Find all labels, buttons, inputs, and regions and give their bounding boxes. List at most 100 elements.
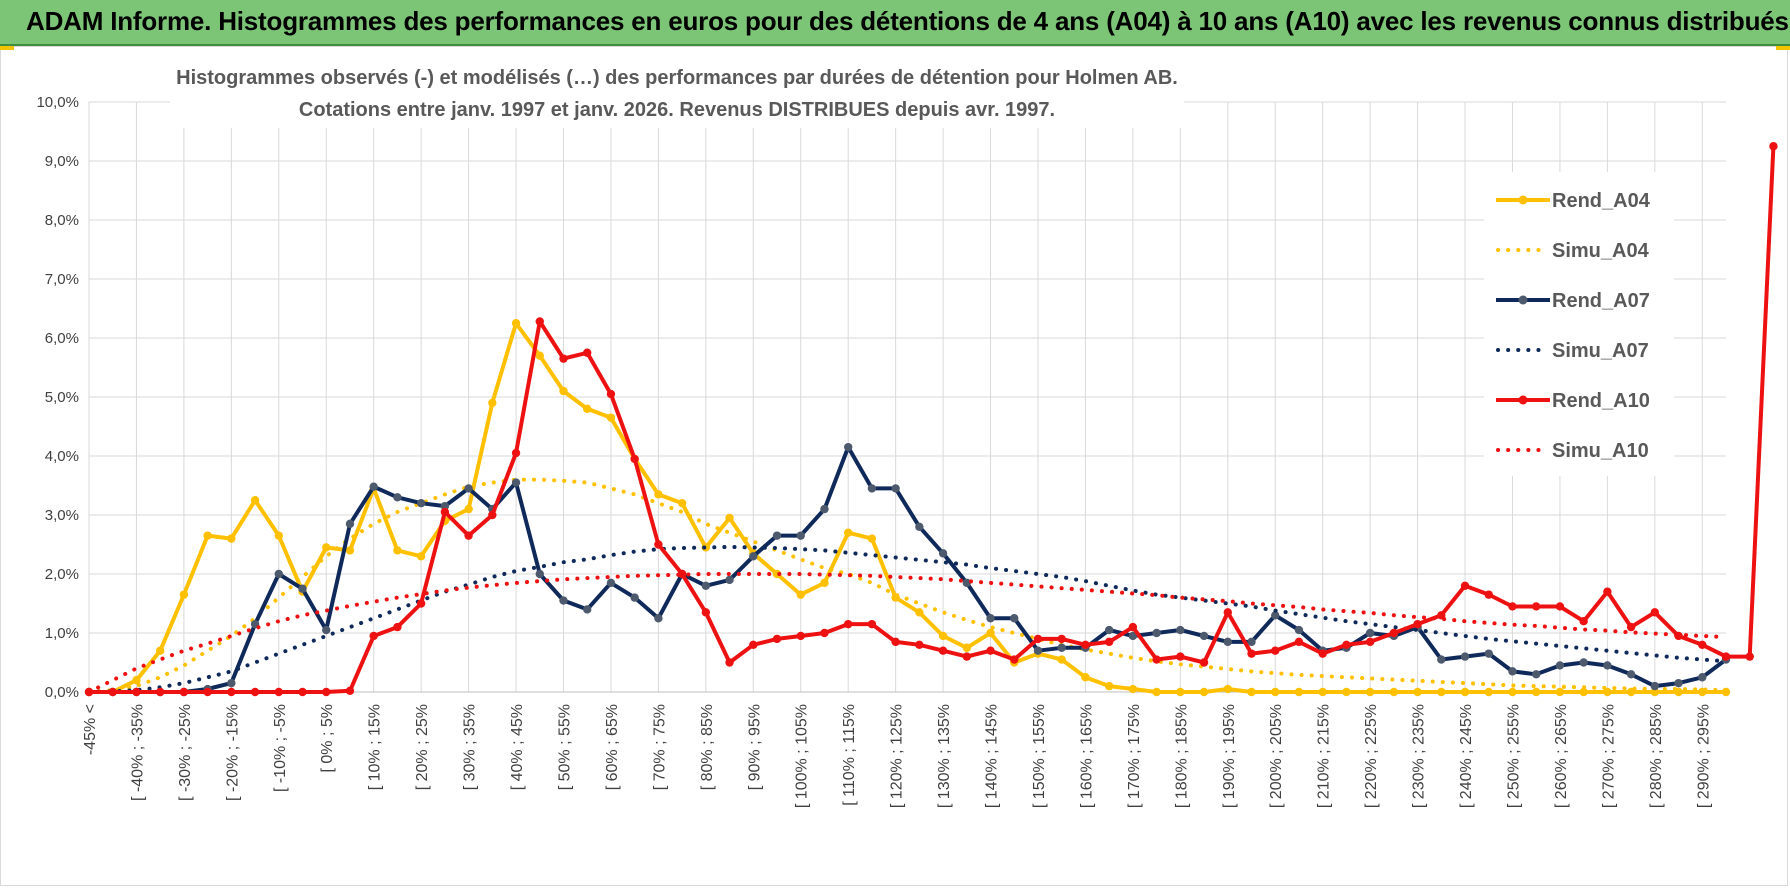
rend-a07-point [1579, 658, 1588, 667]
rend-a04-point [132, 676, 141, 685]
x-tick-label: [ 80% ; 85% [699, 704, 716, 790]
rend-a10-point [393, 622, 402, 632]
rend-a07-point [511, 478, 521, 487]
rend-a10-point [203, 687, 212, 697]
rend-a04-point [1484, 687, 1493, 697]
y-tick-label: 0,0% [45, 684, 79, 701]
x-tick-label: [ 190% ; 195% [1221, 704, 1238, 808]
x-tick-label: [ 250% ; 255% [1505, 704, 1522, 808]
rend-a04-point [1365, 687, 1375, 697]
rend-a07-point [1033, 646, 1043, 655]
chart-frame [0, 46, 1788, 886]
x-tick-label: [ 180% ; 185% [1173, 704, 1190, 808]
x-tick-label: [ 150% ; 155% [1031, 704, 1048, 808]
rend-a10-point [1199, 658, 1209, 667]
x-tick-label: [ 230% ; 235% [1411, 704, 1428, 808]
rend-a07-point [630, 593, 639, 602]
rend-a04-point [915, 608, 924, 617]
legend-marker-rend-a10 [1518, 395, 1528, 405]
rend-a04-line [89, 321, 1726, 694]
rend-a10-point [322, 687, 331, 697]
rend-a07-point [274, 569, 283, 579]
x-tick-label: [ 10% ; 15% [367, 704, 384, 790]
rend-a07-point [1650, 681, 1660, 691]
x-tick-label: [ 20% ; 25% [414, 704, 431, 790]
x-tick-label: [ 70% ; 75% [651, 704, 668, 790]
rend-a07-point [843, 442, 853, 452]
rend-a04-point [1128, 684, 1138, 694]
rend-a10-point [749, 640, 758, 649]
rend-a10-point [1057, 634, 1066, 644]
rend-a07-point [1223, 637, 1232, 647]
rend-a10-point [986, 646, 995, 655]
rend-a07-point [1057, 643, 1066, 652]
rend-a04-point [1176, 687, 1185, 697]
rend-a04-point [559, 386, 568, 396]
banner: ADAM Informe. Histogrammes des performan… [0, 0, 1790, 46]
rend-a04-point [1057, 655, 1066, 664]
corner-mark-right [1776, 46, 1790, 50]
rend-a04-point [488, 398, 497, 408]
rend-a10-point [867, 619, 877, 629]
rend-a10-point [1223, 608, 1232, 617]
rend-a10-line [89, 146, 1776, 694]
rend-a04-point [606, 413, 616, 422]
rend-a04-point [820, 578, 829, 588]
y-tick-label: 4,0% [45, 448, 79, 465]
rend-a07-point [915, 522, 924, 531]
legend-label-simu-a10: Simu_A10 [1552, 440, 1649, 462]
rend-a04-point [772, 569, 782, 579]
rend-a04-point [1650, 687, 1660, 697]
legend-marker-rend-a07 [1518, 295, 1528, 305]
rend-a07-point [938, 549, 948, 558]
rend-a04-point [1199, 687, 1209, 697]
rend-a10-point [1698, 640, 1707, 649]
rend-a07-point [1152, 628, 1161, 638]
rend-a07-line [89, 445, 1728, 694]
x-tick-label: [ 280% ; 285% [1648, 704, 1665, 808]
rend-a10-point [1650, 608, 1660, 617]
rend-a04-point [1342, 687, 1351, 697]
rend-a04-point [1104, 681, 1114, 691]
rend-a10-point [1555, 602, 1565, 611]
rend-a04-point [250, 496, 260, 505]
rend-a04-point [155, 646, 165, 655]
rend-a04-point [393, 546, 402, 555]
chart-title-bg [170, 66, 1184, 128]
legend-label-simu-a07: Simu_A07 [1552, 340, 1649, 362]
rend-a07-point [322, 625, 331, 635]
rend-a04-point [1460, 687, 1470, 697]
y-tick-label: 7,0% [45, 271, 79, 288]
rend-a07-point [1674, 678, 1683, 688]
rend-a10-point [274, 687, 283, 697]
x-tick-label: [ 0% ; 5% [319, 704, 336, 772]
rend-a04-point [1223, 684, 1232, 694]
chart-title-line: Histogrammes observés (-) et modélisés (… [176, 67, 1178, 89]
legend-label-rend-a10: Rend_A10 [1552, 390, 1650, 412]
rend-a10-point [915, 640, 924, 649]
rend-a04-point [1081, 673, 1090, 682]
rend-a10-point [179, 687, 189, 697]
x-tick-label: [ 120% ; 125% [889, 704, 906, 808]
rend-a07-point [1460, 652, 1470, 661]
rend-a10-point [677, 569, 687, 579]
rend-a07-point [583, 605, 592, 614]
x-tick-label: [ 160% ; 165% [1078, 704, 1095, 808]
rend-a07-point [535, 569, 544, 579]
rend-a04-point [1294, 687, 1304, 697]
rend-a07-point [749, 552, 758, 561]
rend-a04-point [345, 546, 355, 555]
simu-a04-curve [87, 477, 1728, 694]
rend-a07-point [606, 578, 616, 588]
rend-a07-point [1294, 625, 1304, 635]
rend-a10-point [583, 348, 592, 357]
rend-a10-point [1745, 652, 1754, 661]
x-tick-label: [ 50% ; 55% [556, 704, 573, 790]
rend-a10-point [820, 628, 829, 638]
simu-a10-curve [87, 572, 1728, 694]
rend-a04-point [962, 643, 972, 652]
rend-a04-point [1318, 687, 1327, 697]
x-tick-label: [ 90% ; 95% [746, 704, 763, 790]
rend-a04-point [654, 490, 663, 499]
